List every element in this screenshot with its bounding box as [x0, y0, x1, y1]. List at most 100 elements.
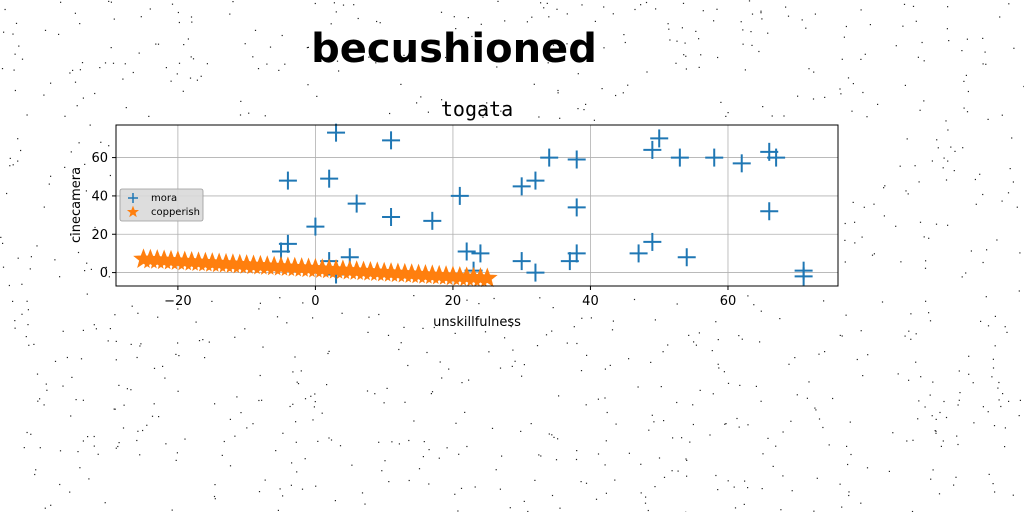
speckle-dot: [685, 68, 687, 70]
speckle-dot: [832, 397, 834, 400]
speckle-dot: [975, 203, 977, 205]
speckle-dot: [361, 492, 364, 494]
speckle-dot: [97, 453, 99, 455]
speckle-dot: [924, 406, 926, 408]
speckle-dot: [214, 498, 216, 500]
speckle-dot: [651, 414, 653, 416]
speckle-dot: [314, 401, 316, 403]
speckle-dot: [994, 491, 996, 493]
speckle-dot: [772, 465, 774, 467]
speckle-dot: [157, 43, 160, 45]
speckle-dot: [812, 98, 815, 100]
speckle-dot: [14, 327, 16, 329]
speckle-dot: [932, 381, 934, 383]
speckle-dot: [957, 404, 959, 406]
speckle-dot: [1007, 192, 1010, 194]
speckle-dot: [695, 30, 697, 32]
speckle-dot: [430, 393, 432, 395]
speckle-dot: [146, 424, 148, 426]
speckle-dot: [342, 4, 345, 6]
speckle-dot: [87, 436, 89, 438]
speckle-dot: [839, 483, 841, 485]
speckle-dot: [935, 432, 937, 434]
speckle-dot: [353, 4, 355, 6]
speckle-dot: [27, 309, 29, 311]
speckle-dot: [979, 173, 981, 175]
speckle-dot: [924, 267, 927, 269]
speckle-dot: [229, 13, 231, 15]
speckle-dot: [291, 462, 293, 464]
speckle-dot: [796, 394, 798, 396]
speckle-dot: [782, 431, 784, 433]
speckle-dot: [713, 20, 715, 22]
speckle-dot: [566, 342, 568, 344]
speckle-dot: [551, 434, 553, 436]
speckle-dot: [30, 256, 32, 258]
speckle-dot: [888, 470, 890, 472]
speckle-dot: [966, 38, 968, 40]
speckle-dot: [420, 96, 422, 98]
speckle-dot: [58, 33, 60, 35]
speckle-dot: [14, 89, 16, 92]
speckle-dot: [45, 383, 47, 385]
speckle-dot: [54, 259, 56, 261]
speckle-dot: [585, 103, 587, 105]
speckle-dot: [118, 384, 120, 386]
speckle-dot: [484, 331, 487, 333]
speckle-dot: [860, 502, 862, 504]
plot-frame: [115, 124, 839, 287]
speckle-dot: [62, 385, 64, 387]
speckle-dot: [576, 342, 578, 345]
speckle-dot: [603, 6, 605, 8]
speckle-dot: [499, 488, 501, 490]
speckle-dot: [852, 83, 854, 85]
point-mora: [526, 171, 545, 190]
speckle-dot: [986, 249, 988, 251]
speckle-dot: [286, 322, 288, 324]
speckle-dot: [847, 77, 850, 79]
speckle-dot: [993, 425, 996, 427]
speckle-dot: [645, 1, 648, 4]
speckle-dot: [945, 416, 948, 419]
speckle-dot: [702, 10, 704, 12]
speckle-dot: [612, 320, 614, 322]
axis-ticks: −20 0 20 40 60 0 20 40 60: [91, 151, 736, 309]
speckle-dot: [573, 326, 575, 328]
speckle-dot: [624, 41, 626, 44]
speckle-dot: [213, 495, 216, 498]
speckle-dot: [845, 314, 847, 316]
speckle-dot: [551, 494, 554, 497]
speckle-dot: [908, 330, 910, 332]
speckle-dot: [165, 67, 167, 69]
speckle-dot: [296, 381, 298, 383]
speckle-dot: [140, 343, 142, 345]
speckle-dot: [182, 90, 184, 92]
speckle-dot: [852, 201, 854, 203]
speckle-dot: [364, 503, 366, 505]
speckle-dot: [575, 458, 578, 461]
speckle-dot: [597, 453, 600, 455]
speckle-dot: [35, 469, 37, 471]
speckle-dot: [88, 478, 90, 480]
speckle-dot: [968, 355, 970, 357]
speckle-dot: [108, 276, 110, 278]
speckle-dot: [538, 454, 540, 456]
speckle-dot: [381, 470, 383, 472]
speckle-dot: [1012, 181, 1014, 183]
speckle-dot: [431, 391, 434, 393]
speckle-dot: [81, 62, 84, 64]
speckle-dot: [911, 510, 914, 512]
speckle-dot: [310, 395, 312, 397]
speckle-dot: [538, 116, 540, 118]
speckle-dot: [59, 483, 61, 486]
speckle-dot: [996, 239, 998, 241]
speckle-dot: [585, 482, 588, 484]
speckle-dot: [747, 487, 749, 489]
speckle-dot: [289, 405, 291, 408]
speckle-dot: [553, 436, 555, 438]
speckle-dot: [48, 183, 50, 185]
speckle-dot: [935, 430, 937, 432]
speckle-dot: [547, 62, 549, 64]
speckle-dot: [956, 435, 958, 437]
speckle-dot: [428, 449, 430, 451]
